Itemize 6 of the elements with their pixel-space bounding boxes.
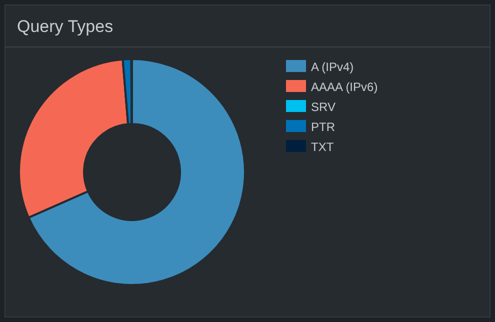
legend-label: PTR xyxy=(311,120,336,134)
legend-label: A (IPv4) xyxy=(311,60,354,74)
legend-label: SRV xyxy=(311,100,336,114)
legend-label: TXT xyxy=(311,140,334,154)
chart-title: Query Types xyxy=(17,17,114,36)
legend-label: AAAA (IPv6) xyxy=(311,80,378,94)
